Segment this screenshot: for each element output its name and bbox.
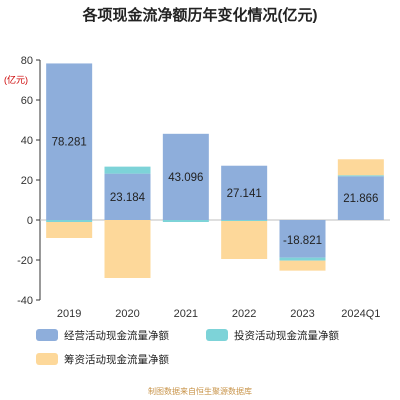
chart-title: 各项现金流净额历年变化情况(亿元) (82, 7, 318, 24)
y-tick-label: 40 (21, 135, 33, 147)
legend-swatch (206, 329, 228, 341)
data-label: 27.141 (227, 188, 262, 200)
y-axis-unit-label: (亿元) (4, 74, 28, 85)
data-label: -18.821 (283, 235, 322, 247)
x-tick-label: 2022 (232, 308, 256, 320)
x-tick-label: 2023 (290, 308, 314, 320)
bar-investing (337, 175, 384, 177)
bar-investing (221, 220, 268, 221)
data-label: 21.866 (343, 193, 378, 205)
bar-financing (221, 221, 268, 259)
x-tick-label: 2024Q1 (341, 308, 380, 320)
bar-investing (279, 257, 326, 261)
bar-operating (279, 220, 326, 258)
source-footer: 制图数据来自恒生聚源数据库 (148, 387, 252, 396)
legend-label: 投资活动现金流量净额 (234, 329, 339, 342)
bar-financing (337, 159, 384, 176)
data-label: 78.281 (52, 137, 87, 149)
data-label: 43.096 (168, 172, 203, 184)
data-labels: 78.281 23.184 43.096 27.141 -18.821 21.866 (52, 137, 379, 247)
bar-operating (221, 165, 268, 220)
legend-swatch (36, 353, 58, 365)
y-tick-label: 0 (27, 215, 33, 227)
bar-financing (46, 222, 93, 238)
bar-investing (104, 166, 151, 174)
y-tick-label: 20 (21, 175, 33, 187)
legend-label: 经营活动现金流量净额 (64, 329, 169, 342)
bar-operating (162, 133, 209, 220)
y-tick-label: 80 (21, 55, 33, 67)
y-tick-label: -40 (17, 295, 33, 307)
y-tick-label: -20 (17, 255, 33, 267)
legend-label: 筹资活动现金流量净额 (64, 353, 169, 366)
bar-operating (104, 173, 151, 220)
y-tick-label: 60 (21, 95, 33, 107)
bars (46, 63, 384, 278)
bar-investing (46, 220, 93, 222)
bar-operating (337, 176, 384, 220)
x-tick-label: 2020 (115, 308, 139, 320)
data-label: 23.184 (110, 192, 146, 204)
bar-operating (46, 63, 93, 220)
x-tick-label: 2019 (57, 308, 81, 320)
axes: (亿元) -40 -20 0 20 40 60 80 2019 2020 2021 2022 2023 2… (4, 55, 390, 320)
legend-swatch (36, 329, 58, 341)
bar-investing (162, 220, 209, 222)
bar-financing (104, 220, 151, 278)
x-tick-label: 2021 (174, 308, 198, 320)
bar-financing (279, 260, 326, 271)
